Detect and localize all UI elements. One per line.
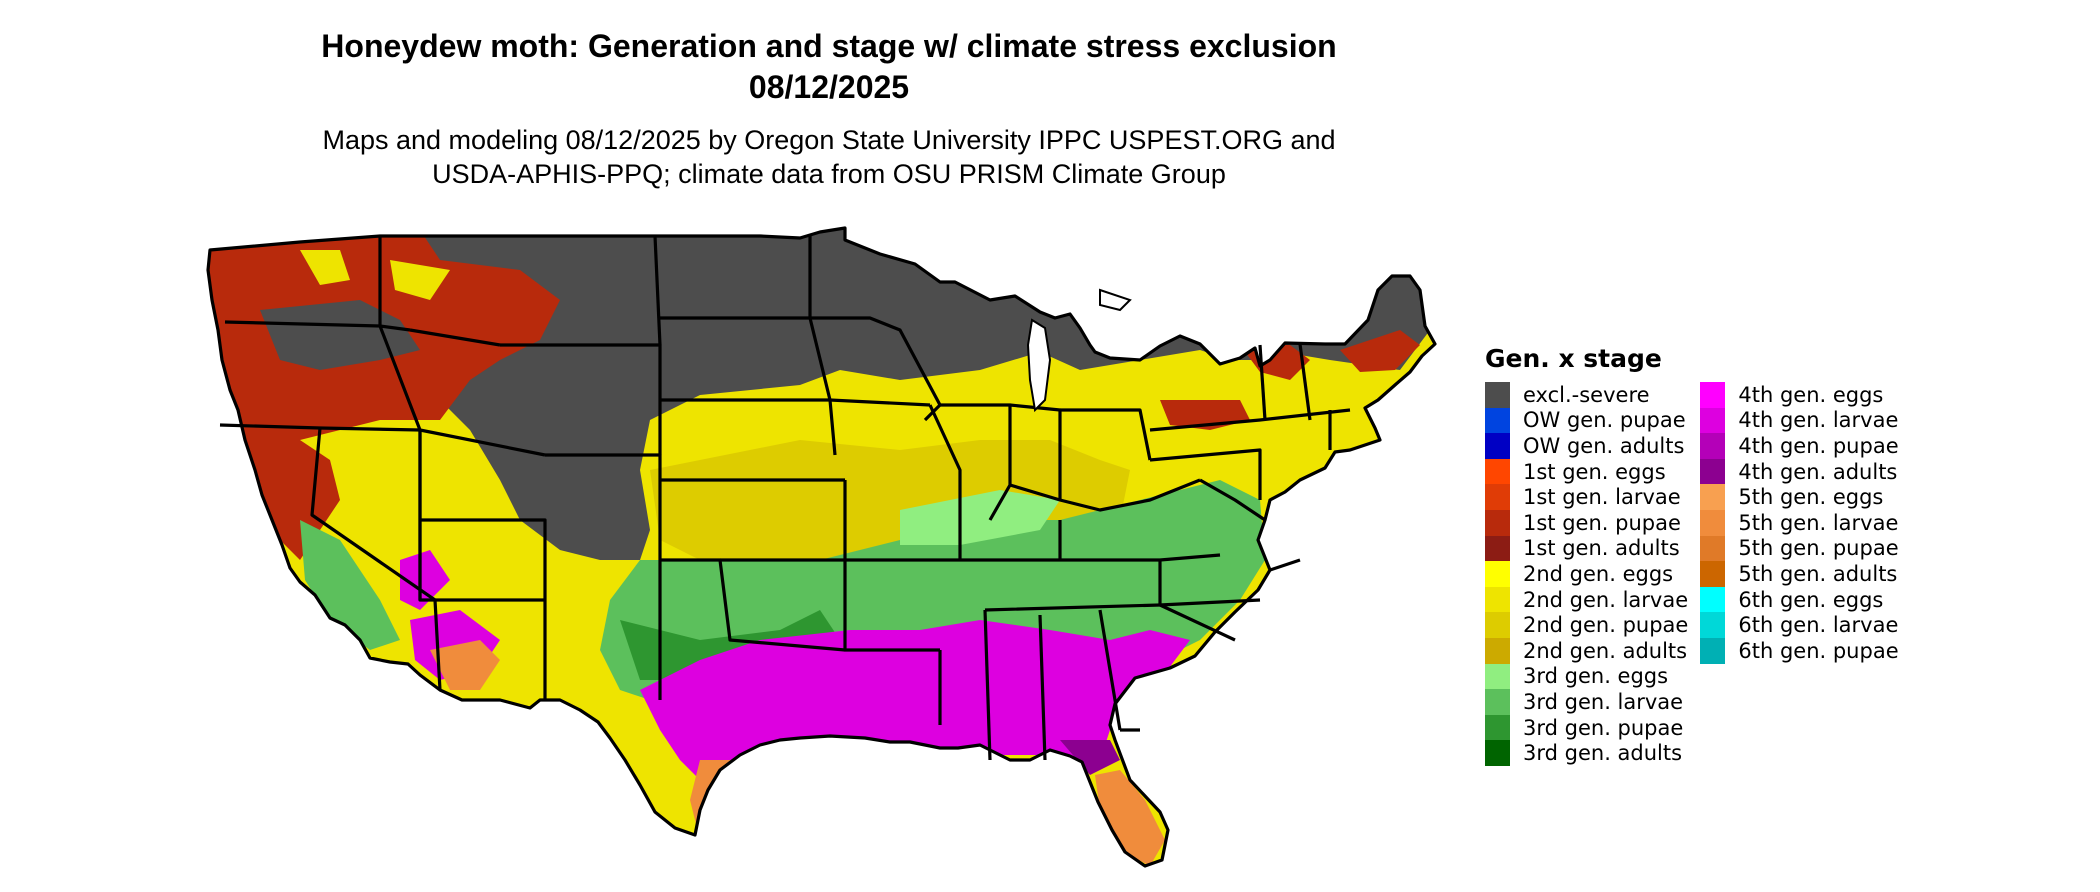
legend-label: 5th gen. eggs [1738,485,1884,510]
legend-column-2: 4th gen. eggs 4th gen. larvae 4th gen. pup… [1700,382,1899,766]
legend-swatch [1485,740,1510,766]
legend: Gen. x stage excl.-severe OW gen. pupae OW… [1485,344,1899,766]
legend-column-1: excl.-severe OW gen. pupae OW gen. adults 1… [1485,382,1688,766]
legend-label: excl.-severe [1523,382,1650,407]
legend-label: 2nd gen. adults [1523,638,1688,663]
legend-item: 5th gen. pupae [1700,535,1899,562]
legend-swatch [1485,612,1510,638]
legend-label: 1st gen. larvae [1523,485,1681,510]
legend-swatch [1700,561,1726,587]
legend-label: 4th gen. larvae [1738,408,1899,433]
legend-item: 4th gen. eggs [1700,382,1898,408]
legend-swatch [1700,484,1726,510]
legend-label: 5th gen. pupae [1738,536,1899,561]
map-title-line-1: Honeydew moth: Generation and stage w/ c… [321,28,1337,64]
legend-swatch [1700,637,1726,664]
legend-swatch [1700,458,1726,485]
legend-item: 4th gen. adults [1700,458,1898,485]
legend-swatch [1700,535,1726,562]
legend-swatch [1485,433,1510,459]
legend-item: 1st gen. larvae [1485,484,1688,510]
legend-swatch [1485,637,1510,664]
legend-item: 1st gen. pupae [1485,509,1688,536]
legend-swatch [1485,714,1510,741]
legend-item: 3rd gen. adults [1485,740,1688,766]
map-credits-line-1: Maps and modeling 08/12/2025 by Oregon S… [322,125,1336,155]
legend-swatch [1700,509,1726,536]
legend-item: 3rd gen. eggs [1485,663,1688,690]
legend-label: 1st gen. eggs [1523,459,1666,484]
legend-item: 6th gen. pupae [1700,637,1899,664]
legend-label: OW gen. pupae [1523,408,1686,433]
legend-label: 4th gen. eggs [1738,382,1884,407]
map-credits: Maps and modeling 08/12/2025 by Oregon S… [0,123,1658,191]
legend-label: OW gen. adults [1523,433,1685,458]
legend-label: 2nd gen. eggs [1523,561,1674,586]
legend-label: 4th gen. pupae [1738,433,1899,458]
legend-label: 3rd gen. eggs [1523,664,1669,689]
legend-swatch [1485,663,1510,690]
legend-item: 5th gen. eggs [1700,484,1898,510]
legend-item: 2nd gen. larvae [1485,586,1689,613]
legend-swatch [1485,586,1510,613]
legend-label: 3rd gen. adults [1523,741,1683,766]
legend-swatch [1485,689,1510,715]
legend-swatch [1700,407,1726,434]
legend-swatch [1700,382,1726,408]
legend-item: 3rd gen. pupae [1485,714,1688,741]
legend-swatch [1485,382,1510,408]
legend-swatch [1700,586,1726,613]
legend-label: 4th gen. adults [1738,459,1898,484]
map-title-date: 08/12/2025 [748,69,910,105]
legend-swatch [1700,612,1726,638]
legend-item: 2nd gen. eggs [1485,561,1688,587]
legend-item: 4th gen. larvae [1700,407,1899,434]
legend-swatch [1485,484,1510,510]
legend-item: 2nd gen. pupae [1485,612,1688,638]
legend-item: OW gen. pupae [1485,407,1688,434]
legend-label: 3rd gen. larvae [1523,689,1684,714]
legend-swatch [1485,509,1510,536]
legend-swatch [1485,561,1510,587]
map-title: Honeydew moth: Generation and stage w/ c… [0,26,1658,108]
legend-label: 1st gen. pupae [1523,510,1681,535]
map-credits-line-2: USDA-APHIS-PPQ; climate data from OSU PR… [432,159,1226,189]
legend-swatch [1700,433,1726,459]
legend-item: 1st gen. eggs [1485,458,1688,485]
legend-label: 6th gen. larvae [1738,613,1899,638]
legend-label: 2nd gen. larvae [1523,587,1689,612]
legend-swatch [1485,535,1510,562]
legend-columns: excl.-severe OW gen. pupae OW gen. adults 1… [1485,382,1899,766]
legend-item: 5th gen. adults [1700,561,1898,587]
legend-swatch [1485,458,1510,485]
legend-item: 2nd gen. adults [1485,637,1688,664]
legend-item: excl.-severe [1485,382,1688,408]
legend-label: 3rd gen. pupae [1523,715,1684,740]
legend-swatch [1485,407,1510,434]
legend-label: 5th gen. adults [1738,561,1898,586]
legend-label: 6th gen. pupae [1738,638,1899,663]
legend-item: 5th gen. larvae [1700,509,1899,536]
legend-label: 2nd gen. pupae [1523,613,1689,638]
legend-item: 4th gen. pupae [1700,433,1899,459]
legend-label: 6th gen. eggs [1738,587,1884,612]
legend-label: 5th gen. larvae [1738,510,1899,535]
legend-item: 6th gen. eggs [1700,586,1898,613]
legend-item: 6th gen. larvae [1700,612,1898,638]
legend-label: 1st gen. adults [1523,536,1680,561]
legend-title: Gen. x stage [1485,344,1662,373]
legend-item: 3rd gen. larvae [1485,689,1688,715]
legend-item: 1st gen. adults [1485,535,1688,562]
legend-item: OW gen. adults [1485,433,1688,459]
